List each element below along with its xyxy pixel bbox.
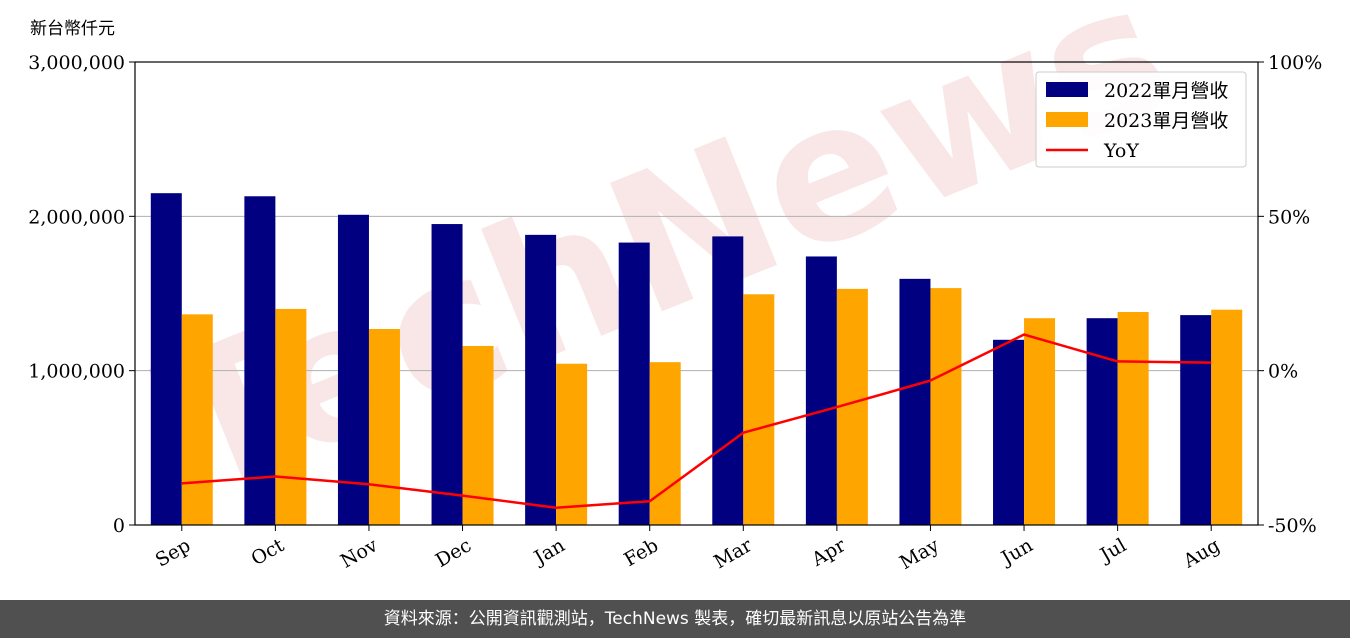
bar-2022-sep bbox=[150, 193, 182, 525]
y-axis-unit-label: 新台幣仟元 bbox=[30, 19, 115, 39]
bar-2022-jun bbox=[993, 339, 1025, 525]
bar-2023-jul bbox=[1117, 312, 1149, 525]
left-tick-label: 2,000,000 bbox=[28, 206, 125, 228]
bar-2022-jan bbox=[525, 234, 557, 525]
bar-2022-mar bbox=[712, 236, 744, 525]
revenue-chart: TechNews 01,000,0002,000,0003,000,000-50… bbox=[28, 0, 1322, 574]
legend: 2022單月營收 2023單月營收 YoY bbox=[1035, 71, 1247, 168]
bar-2022-aug bbox=[1180, 315, 1212, 525]
legend-label: 2023單月營收 bbox=[1104, 110, 1228, 132]
x-tick-label: Oct bbox=[248, 534, 289, 570]
legend-swatch bbox=[1046, 82, 1088, 97]
bar-2023-feb bbox=[649, 362, 681, 525]
x-tick-label: Sep bbox=[152, 534, 195, 571]
grid-lines bbox=[135, 215, 1258, 372]
plot-frame bbox=[134, 61, 1259, 526]
x-tick-label: Nov bbox=[337, 534, 382, 573]
legend-label: 2022單月營收 bbox=[1104, 80, 1228, 102]
right-tick-label: 100% bbox=[1268, 52, 1322, 74]
bar-2023-jun bbox=[1024, 318, 1056, 525]
bar-2022-jul bbox=[1086, 318, 1118, 525]
bars-group bbox=[150, 193, 1243, 526]
bar-2023-aug bbox=[1211, 309, 1243, 525]
yoy-line bbox=[181, 333, 1212, 509]
legend-label: YoY bbox=[1103, 140, 1139, 162]
right-tick-label: 50% bbox=[1268, 206, 1310, 228]
left-tick-label: 3,000,000 bbox=[28, 52, 125, 74]
bar-2023-nov bbox=[368, 328, 400, 525]
bar-2023-jan bbox=[556, 363, 588, 525]
bar-2022-dec bbox=[431, 224, 463, 526]
bar-2022-feb bbox=[618, 242, 650, 525]
legend-box bbox=[1035, 71, 1247, 168]
bar-2022-oct bbox=[244, 196, 276, 525]
bar-2023-apr bbox=[836, 288, 868, 525]
x-tick-label: Jan bbox=[529, 534, 569, 570]
x-tick-label: Apr bbox=[807, 534, 850, 571]
x-tick-label: May bbox=[896, 534, 943, 574]
right-tick-label: 0% bbox=[1268, 361, 1298, 383]
x-tick-label: Jul bbox=[1095, 534, 1130, 567]
x-tick-label: Feb bbox=[620, 534, 662, 571]
bar-2023-oct bbox=[275, 308, 307, 525]
bar-2023-sep bbox=[181, 314, 213, 525]
left-tick-label: 0 bbox=[113, 515, 125, 537]
bar-2022-apr bbox=[805, 256, 837, 525]
bar-2022-nov bbox=[337, 214, 369, 526]
bar-2023-may bbox=[930, 288, 962, 525]
bar-2022-may bbox=[899, 278, 931, 525]
x-tick-label: Aug bbox=[1179, 534, 1224, 573]
bar-2023-mar bbox=[743, 294, 775, 525]
x-tick-label: Mar bbox=[710, 534, 756, 573]
footer-source-note: 資料來源：公開資訊觀測站，TechNews 製表，確切最新訊息以原站公告為準 bbox=[0, 600, 1350, 638]
x-tick-label: Jun bbox=[996, 534, 1037, 570]
left-tick-label: 1,000,000 bbox=[28, 361, 125, 383]
x-tick-label: Dec bbox=[432, 534, 475, 572]
legend-swatch bbox=[1046, 112, 1088, 127]
yoy-line-group bbox=[181, 333, 1212, 509]
right-tick-label: -50% bbox=[1268, 515, 1317, 537]
